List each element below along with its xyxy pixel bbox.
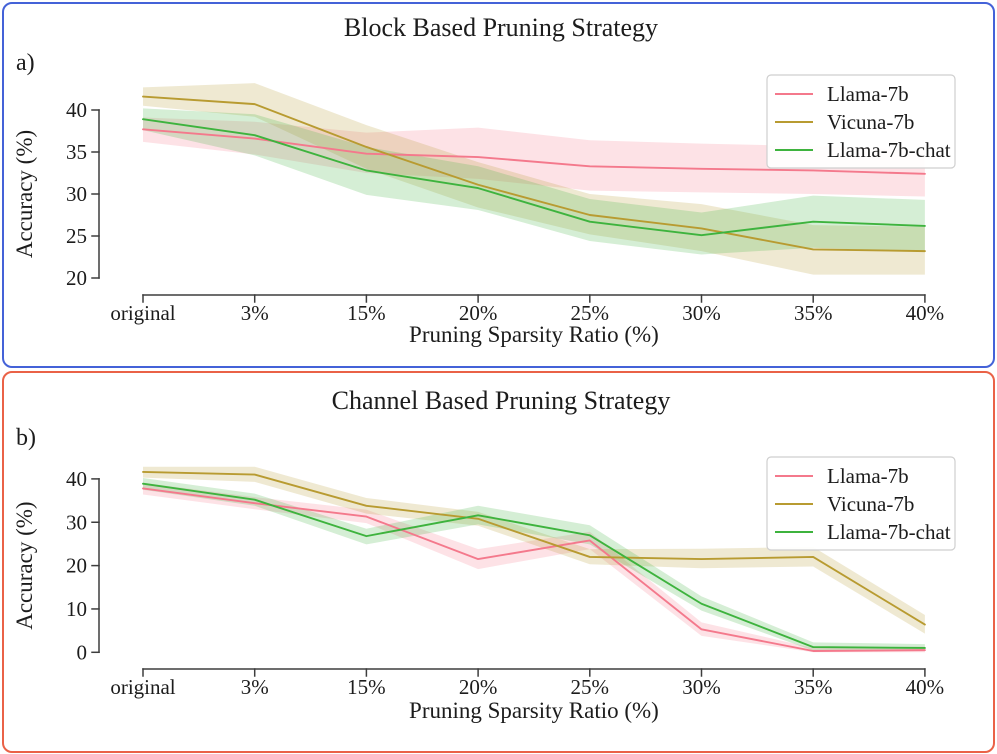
y-axis-label: Accuracy (%) — [12, 501, 37, 629]
x-axis: original 3% 15% 20% 25% 30% 35% 40% Pruning Spar… — [110, 294, 945, 347]
y-tick-label: 30 — [66, 510, 87, 534]
legend: Llama-7b Vicuna-7b Llama-7b-chat — [766, 456, 956, 551]
chart-title-block: Block Based Pruning Strategy — [344, 13, 658, 42]
y-tick-label: 0 — [77, 640, 88, 664]
x-tick-label: original — [110, 675, 175, 699]
x-tick-label: original — [110, 301, 175, 325]
legend-label-llama-7b-chat: Llama-7b-chat — [827, 520, 951, 544]
panel-label-b: b) — [16, 425, 36, 451]
y-tick-label: 25 — [66, 224, 87, 248]
y-tick-label: 20 — [66, 554, 87, 578]
y-axis-label: Accuracy (%) — [12, 130, 37, 258]
panel-channel-pruning: Channel Based Pruning Strategy b) origin… — [2, 371, 995, 753]
x-tick-label: 15% — [347, 301, 386, 325]
band-vicuna-7b — [143, 466, 925, 634]
x-tick-label: 15% — [347, 675, 386, 699]
x-tick-label: 30% — [682, 301, 721, 325]
y-tick-label: 30 — [66, 182, 87, 206]
x-axis: original 3% 15% 20% 25% 30% 35% 40% Pruning Spar… — [110, 668, 945, 723]
y-tick-label: 35 — [66, 140, 87, 164]
x-tick-label: 40% — [906, 675, 945, 699]
x-tick-label: 30% — [682, 675, 721, 699]
x-tick-label: 20% — [459, 301, 498, 325]
series-line-vicuna-7b — [142, 471, 926, 626]
confidence-bands — [143, 83, 925, 275]
x-tick-label: 25% — [571, 301, 610, 325]
band-llama-7b — [143, 482, 925, 653]
band-vicuna-7b — [143, 83, 925, 275]
plot-area-channel: original 3% 15% 20% 25% 30% 35% 40% Pruning Spar… — [12, 456, 956, 723]
panel-block-pruning: Block Based Pruning Strategy a) original… — [2, 2, 995, 368]
y-tick-label: 40 — [66, 98, 87, 122]
y-tick-label: 10 — [66, 597, 87, 621]
legend-label-vicuna-7b: Vicuna-7b — [827, 492, 914, 516]
legend-label-llama-7b-chat: Llama-7b-chat — [827, 138, 951, 162]
x-axis-label: Pruning Sparsity Ratio (%) — [409, 698, 659, 723]
band-llama-7b — [143, 117, 925, 197]
chart-channel-pruning: Channel Based Pruning Strategy b) origin… — [12, 386, 956, 723]
x-tick-label: 40% — [906, 301, 945, 325]
x-tick-label: 35% — [794, 675, 833, 699]
series-line-llama-7b-chat — [142, 482, 926, 649]
y-tick-label: 20 — [66, 266, 87, 290]
legend-label-llama-7b: Llama-7b — [827, 464, 909, 488]
legend: Llama-7b Vicuna-7b Llama-7b-chat — [766, 74, 956, 169]
x-tick-label: 3% — [241, 675, 269, 699]
x-tick-label: 35% — [794, 301, 833, 325]
chart-block-pruning: Block Based Pruning Strategy a) original… — [12, 13, 956, 347]
x-tick-label: 25% — [571, 675, 610, 699]
band-llama-7b-chat — [143, 108, 925, 255]
plot-area-block: original 3% 15% 20% 25% 30% 35% 40% Pruning Spar… — [12, 74, 956, 347]
y-axis: 0 10 20 30 40 Accuracy (%) — [12, 467, 100, 664]
series-line-llama-7b-chat — [142, 118, 926, 237]
chart-title-channel: Channel Based Pruning Strategy — [332, 386, 671, 415]
series-line-vicuna-7b — [142, 95, 926, 253]
x-axis-label: Pruning Sparsity Ratio (%) — [409, 322, 659, 347]
confidence-bands — [143, 466, 925, 653]
legend-label-vicuna-7b: Vicuna-7b — [827, 110, 914, 134]
y-tick-label: 40 — [66, 467, 87, 491]
x-tick-label: 20% — [459, 675, 498, 699]
y-axis: 20 25 30 35 40 Accuracy (%) — [12, 98, 100, 290]
panel-label-a: a) — [16, 50, 35, 76]
legend-label-llama-7b: Llama-7b — [827, 82, 909, 106]
band-llama-7b-chat — [143, 478, 925, 651]
x-tick-label: 3% — [241, 301, 269, 325]
